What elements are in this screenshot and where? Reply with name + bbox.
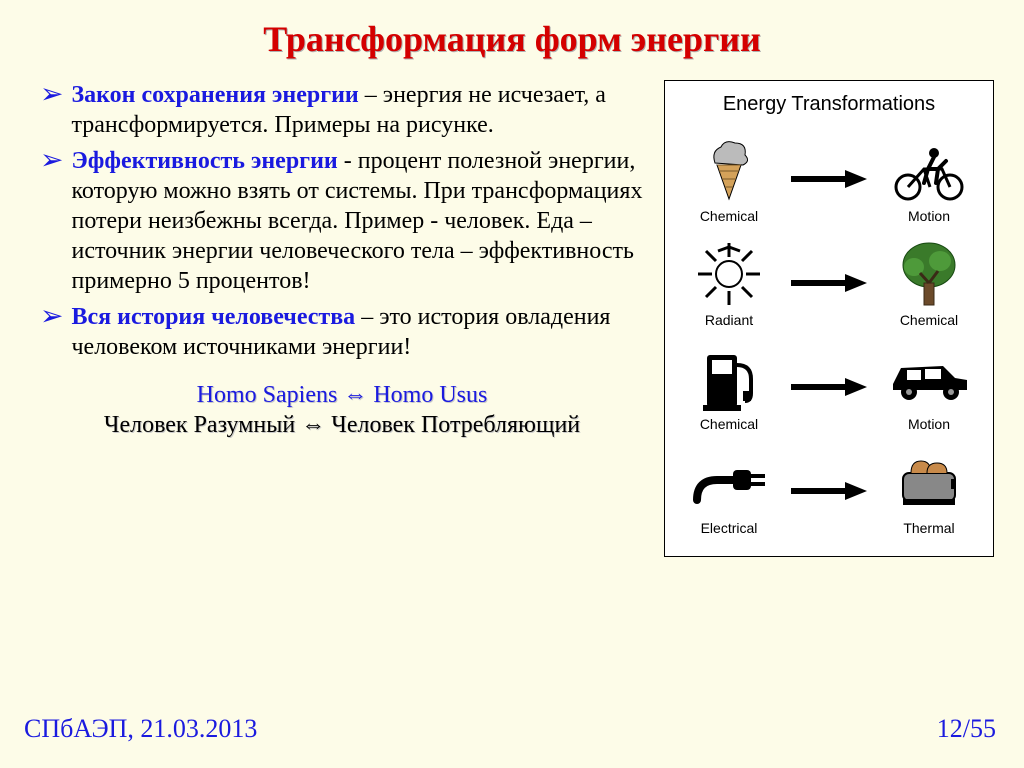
bullet-lead: Эффективность энергии — [71, 148, 343, 174]
figure-row: Chemical Motion — [671, 338, 987, 442]
bullet-text: Вся история человечества – это история о… — [71, 302, 644, 362]
footer-org-date: СПбАЭП, 21.03.2013 — [24, 714, 257, 744]
slide: Трансформация форм энергии ➢ Закон сохра… — [0, 0, 1024, 768]
homo-sep-1: ⇔ — [337, 382, 373, 408]
sun-icon — [681, 238, 777, 310]
homo-block: Homo Sapiens ⇔ Homo Usus Человек Разумны… — [40, 380, 644, 440]
figure-cell-from: Radiant — [681, 238, 777, 328]
figure-cell-to: Chemical — [881, 238, 977, 328]
arrow-icon — [777, 272, 881, 294]
homo-reasonable: Человек Разумный — [104, 412, 295, 438]
figure-label: Electrical — [681, 520, 777, 536]
bullet-lead: Закон сохранения энергии — [71, 82, 358, 108]
homo-line-1: Homo Sapiens ⇔ Homo Usus — [40, 380, 644, 410]
text-column: ➢ Закон сохранения энергии – энергия не … — [30, 80, 644, 557]
homo-consuming: Человек Потребляющий — [331, 412, 580, 438]
figure-title: Energy Transformations — [671, 93, 987, 116]
figure-row: Radiant Chemical — [671, 234, 987, 338]
bullet-item: ➢ Эффективность энергии - процент полезн… — [40, 146, 644, 296]
figure-cell-to: Motion — [881, 342, 977, 432]
homo-sep-2: ⇔ — [295, 412, 331, 438]
homo-line-2: Человек Разумный ⇔ Человек Потребляющий — [40, 410, 644, 440]
page-title: Трансформация форм энергии — [30, 18, 994, 60]
figure-row: Chemical Motion — [671, 130, 987, 234]
bullet-text: Эффективность энергии - процент полезной… — [71, 146, 644, 296]
bullet-lead: Вся история человечества — [71, 304, 355, 330]
figure-label: Motion — [881, 416, 977, 432]
figure-label: Chemical — [881, 312, 977, 328]
figure-cell-from: Chemical — [681, 134, 777, 224]
bullet-item: ➢ Вся история человечества – это история… — [40, 302, 644, 362]
bullet-arrow-icon: ➢ — [40, 80, 63, 140]
figure-cell-to: Thermal — [881, 446, 977, 536]
figure-row: Electrical Thermal — [671, 442, 987, 546]
figure-label: Thermal — [881, 520, 977, 536]
tree-icon — [881, 238, 977, 310]
figure-cell-to: Motion — [881, 134, 977, 224]
figure-label: Chemical — [681, 416, 777, 432]
bullet-arrow-icon: ➢ — [40, 302, 63, 362]
figure-cell-from: Chemical — [681, 342, 777, 432]
plug-icon — [681, 446, 777, 518]
figure-label: Motion — [881, 208, 977, 224]
toaster-icon — [881, 446, 977, 518]
energy-figure: Energy Transformations Chemical — [664, 80, 994, 557]
car-icon — [881, 342, 977, 414]
homo-usus: Homo Usus — [373, 382, 487, 408]
bullet-text: Закон сохранения энергии – энергия не ис… — [71, 80, 644, 140]
icecream-icon — [681, 134, 777, 206]
cyclist-icon — [881, 134, 977, 206]
gas-pump-icon — [681, 342, 777, 414]
arrow-icon — [777, 376, 881, 398]
homo-sapiens: Homo Sapiens — [197, 382, 338, 408]
footer-page-number: 12/55 — [937, 714, 996, 744]
bullet-arrow-icon: ➢ — [40, 146, 63, 296]
arrow-icon — [777, 168, 881, 190]
figure-label: Radiant — [681, 312, 777, 328]
bullet-item: ➢ Закон сохранения энергии – энергия не … — [40, 80, 644, 140]
figure-cell-from: Electrical — [681, 446, 777, 536]
arrow-icon — [777, 480, 881, 502]
figure-label: Chemical — [681, 208, 777, 224]
content-row: ➢ Закон сохранения энергии – энергия не … — [30, 80, 994, 557]
